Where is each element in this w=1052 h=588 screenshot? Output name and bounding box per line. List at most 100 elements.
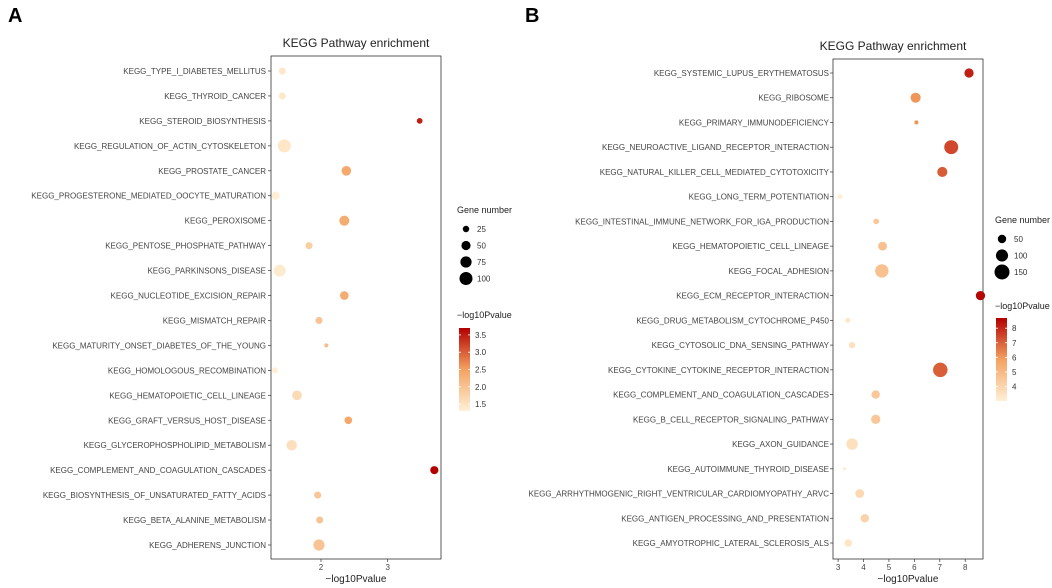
data-point — [339, 215, 350, 226]
x-tick-label: 6 — [912, 563, 917, 572]
category-label: KEGG_SYSTEMIC_LUPUS_ERYTHEMATOSUS — [654, 69, 829, 78]
category-label: KEGG_REGULATION_OF_ACTIN_CYTOSKELETON — [74, 142, 266, 151]
category-label: KEGG_NEUROACTIVE_LIGAND_RECEPTOR_INTERAC… — [602, 143, 829, 152]
data-point — [277, 139, 291, 153]
data-point — [845, 317, 851, 323]
size-legend-key — [462, 225, 470, 233]
category-label: KEGG_AXON_GUIDANCE — [732, 440, 829, 449]
x-tick-label: 8 — [963, 563, 968, 572]
x-tick-label: 3 — [385, 563, 390, 572]
category-label: KEGG_GRAFT_VERSUS_HOST_DISEASE — [108, 416, 266, 425]
category-label: KEGG_ECM_RECEPTOR_INTERACTION — [676, 292, 829, 301]
size-legend-key — [461, 240, 471, 251]
x-axis-label: −log10Pvalue — [326, 574, 387, 585]
data-point — [937, 166, 948, 177]
size-legend-label: 100 — [1014, 252, 1028, 261]
color-legend-label: 2.5 — [475, 366, 487, 375]
size-legend-title: Gene number — [995, 215, 1050, 225]
size-legend-label: 25 — [477, 225, 486, 234]
size-legend-key — [997, 234, 1007, 244]
size-legend-label: 50 — [1014, 235, 1023, 244]
category-label: KEGG_MATURITY_ONSET_DIABETES_OF_THE_YOUN… — [52, 341, 266, 350]
category-label: KEGG_TYPE_I_DIABETES_MELLITUS — [123, 67, 266, 76]
data-point — [339, 291, 349, 300]
category-label: KEGG_COMPLEMENT_AND_COAGULATION_CASCADES — [613, 391, 829, 400]
data-point — [837, 194, 843, 200]
size-legend-key — [995, 249, 1009, 262]
color-legend-bar — [996, 318, 1007, 401]
data-point — [292, 390, 302, 401]
x-tick-label: 3 — [836, 563, 841, 572]
color-legend-label: 4 — [1012, 382, 1017, 391]
color-legend-label: 7 — [1012, 339, 1017, 348]
data-point — [315, 316, 323, 325]
data-point — [314, 491, 322, 499]
category-label: KEGG_PARKINSONS_DISEASE — [147, 267, 266, 276]
category-label: KEGG_DRUG_METABOLISM_CYTOCHROME_P450 — [636, 316, 829, 325]
category-label: KEGG_CYTOKINE_CYTOKINE_RECEPTOR_INTERACT… — [608, 366, 829, 375]
data-point — [278, 92, 286, 100]
size-legend-label: 75 — [477, 258, 486, 267]
data-point — [271, 367, 279, 374]
panel-label: B — [525, 5, 539, 27]
category-label: KEGG_BIOSYNTHESIS_OF_UNSATURATED_FATTY_A… — [43, 491, 266, 500]
x-tick-label: 2 — [319, 563, 324, 572]
category-label: KEGG_B_CELL_RECEPTOR_SIGNALING_PATHWAY — [633, 415, 830, 424]
category-label: KEGG_STEROID_BIOSYNTHESIS — [139, 117, 266, 126]
size-legend-label: 50 — [477, 242, 486, 251]
size-legend-title: Gene number — [457, 205, 512, 215]
data-point — [316, 516, 324, 524]
data-point — [844, 539, 852, 547]
data-point — [871, 390, 880, 399]
category-label: KEGG_COMPLEMENT_AND_COAGULATION_CASCADES — [50, 466, 266, 475]
category-label: KEGG_AUTOIMMUNE_THYROID_DISEASE — [667, 465, 829, 474]
category-label: KEGG_PROGESTERONE_MEDIATED_OOCYTE_MATURA… — [31, 192, 266, 201]
data-point — [286, 439, 297, 451]
data-point — [975, 290, 986, 301]
size-legend-key — [460, 256, 472, 268]
data-point — [341, 165, 352, 176]
size-legend-key — [994, 264, 1010, 280]
category-label: KEGG_RIBOSOME — [758, 94, 829, 103]
data-point — [944, 140, 959, 155]
plot-frame — [270, 55, 442, 560]
category-label: KEGG_NATURAL_KILLER_CELL_MEDIATED_CYTOTO… — [600, 168, 830, 177]
data-point — [848, 341, 856, 349]
data-point — [878, 241, 888, 251]
color-legend-label: 6 — [1012, 353, 1017, 362]
data-point — [873, 218, 880, 225]
x-tick-label: 7 — [938, 563, 943, 572]
category-label: KEGG_FOCAL_ADHESION — [729, 267, 830, 276]
color-legend-label: 5 — [1012, 368, 1017, 377]
category-label: KEGG_ARRHYTHMOGENIC_RIGHT_VENTRICULAR_CA… — [529, 490, 830, 499]
category-label: KEGG_ADHERENS_JUNCTION — [149, 541, 266, 550]
color-legend-label: 3.5 — [475, 331, 487, 340]
category-label: KEGG_PROSTATE_CANCER — [158, 167, 266, 176]
data-point — [914, 120, 919, 125]
data-point — [855, 489, 865, 498]
size-legend-key — [459, 272, 473, 285]
data-point — [860, 514, 869, 523]
data-point — [324, 343, 329, 348]
color-legend-title: −log10Pvalue — [457, 310, 512, 320]
size-legend-label: 150 — [1014, 268, 1028, 277]
data-point — [933, 362, 948, 378]
color-legend-title: −log10Pvalue — [995, 301, 1050, 311]
x-axis-label: −log10Pvalue — [878, 574, 939, 585]
chart-title: KEGG Pathway enrichment — [283, 36, 430, 50]
category-label: KEGG_THYROID_CANCER — [164, 92, 266, 101]
category-label: KEGG_PENTOSE_PHOSPHATE_PATHWAY — [105, 242, 266, 251]
category-label: KEGG_BETA_ALANINE_METABOLISM — [123, 516, 266, 525]
data-point — [313, 539, 325, 551]
category-label: KEGG_ANTIGEN_PROCESSING_AND_PRESENTATION — [621, 514, 829, 523]
data-point — [842, 467, 846, 471]
category-label: KEGG_MISMATCH_REPAIR — [163, 316, 267, 325]
data-point — [344, 416, 353, 425]
category-label: KEGG_GLYCEROPHOSPHOLIPID_METABOLISM — [84, 441, 267, 450]
data-point — [305, 242, 313, 250]
color-legend-label: 3.0 — [475, 348, 487, 357]
category-label: KEGG_NUCLEOTIDE_EXCISION_REPAIR — [111, 292, 267, 301]
category-label: KEGG_HEMATOPOIETIC_CELL_LINEAGE — [672, 242, 829, 251]
category-label: KEGG_HEMATOPOIETIC_CELL_LINEAGE — [109, 391, 266, 400]
